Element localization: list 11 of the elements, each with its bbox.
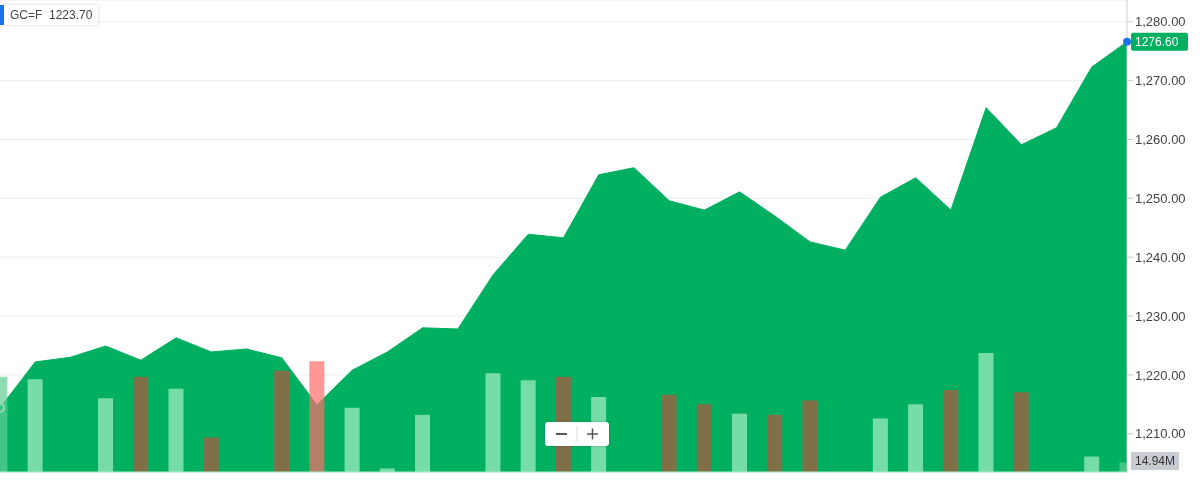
y-tick-label: 1,220.00 <box>1135 367 1186 383</box>
data-label: 1276.60 <box>1135 34 1179 49</box>
y-tick-label: 1,230.00 <box>1135 308 1186 324</box>
y-tick-label: 1,270.00 <box>1135 73 1186 89</box>
text: 14.94M <box>1131 452 1180 470</box>
y-tick-label: 1,260.00 <box>1135 132 1186 148</box>
annotation: GC=F 1223.70 <box>0 5 99 25</box>
y-tick-label: 1,280.00 <box>1135 14 1186 30</box>
y-tick-label: 1,210.00 <box>1135 426 1186 442</box>
y-tick-label: 1,250.00 <box>1135 190 1186 206</box>
y-tick-label: 1,240.00 <box>1135 249 1186 265</box>
